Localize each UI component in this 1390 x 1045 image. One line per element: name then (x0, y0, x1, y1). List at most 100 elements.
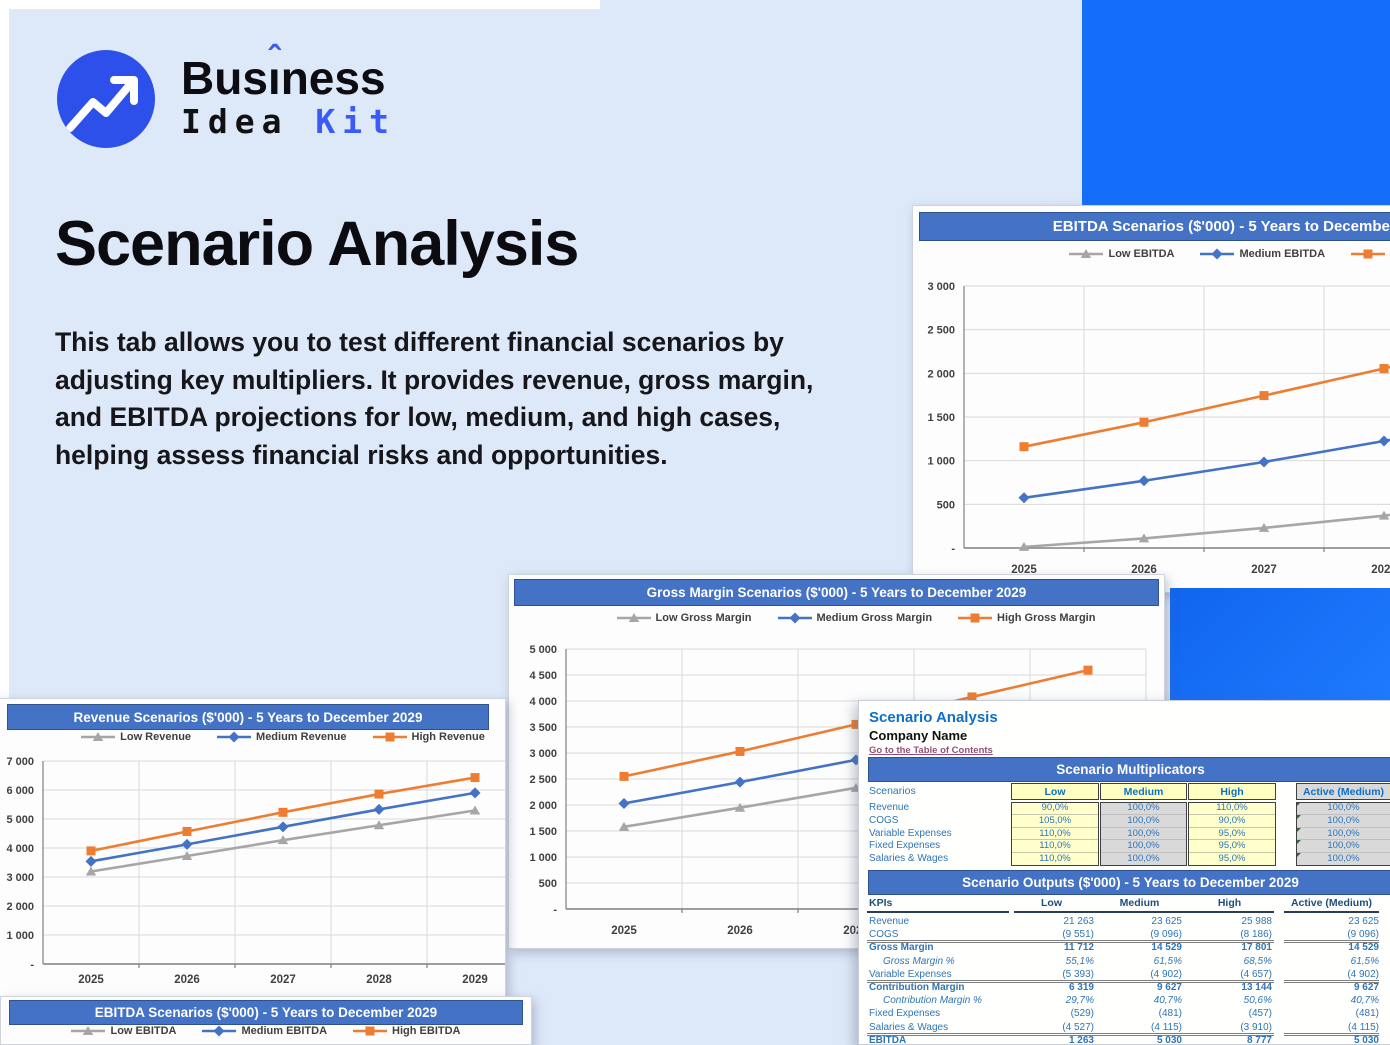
output-cell-high: 17 801 (1241, 942, 1272, 954)
output-row: Contribution Margin % 29,7% 40,7% 50,6% 40,7… (859, 994, 1390, 1007)
output-row-label: Fixed Expenses (869, 1008, 941, 1020)
mult-cell-low[interactable]: 110,0% (1011, 853, 1099, 866)
mult-cell-active[interactable]: 100,0% (1296, 802, 1390, 815)
output-cell-medium: 40,7% (1153, 995, 1182, 1007)
legend-item: Low EBITDA (71, 1025, 176, 1037)
scenarios-label: Scenarios (869, 785, 916, 797)
mult-cell-active[interactable]: 100,0% (1296, 853, 1390, 866)
output-cell-high: 25 988 (1241, 916, 1272, 927)
legend-item: Low EBITDA (1069, 248, 1174, 260)
output-cell-medium: (481) (1158, 1008, 1182, 1020)
decor-rect-top-right (1082, 0, 1390, 213)
output-cell-medium: 23 625 (1151, 916, 1182, 927)
output-row: Gross Margin % 55,1% 61,5% 68,5% 61,5% (859, 955, 1390, 968)
output-row-label: Revenue (869, 916, 910, 927)
legend-label: High Gross Margin (997, 612, 1096, 624)
svg-text:1 500: 1 500 (529, 826, 557, 838)
col-header-high: High (1188, 783, 1276, 800)
mult-cell-low[interactable]: 110,0% (1011, 827, 1099, 841)
mult-cell-high[interactable]: 110,0% (1188, 802, 1276, 815)
multiplicators-rows: Revenue 90,0% 100,0% 110,0% 100,0% COGS 105,0%… (859, 802, 1390, 866)
output-cell-medium: (4 902) (1150, 968, 1182, 980)
outputs-column-headers: KPIs Low Medium High Active (Medium) (859, 897, 1390, 913)
brand-kit: Kit (315, 102, 396, 141)
svg-text:2 500: 2 500 (529, 774, 557, 786)
legend-label: Medium EBITDA (1239, 248, 1326, 260)
output-cell-high: 8 777 (1246, 1034, 1272, 1045)
output-cell-medium: 9 627 (1156, 982, 1182, 993)
legend-item: Low Gross Margin (616, 612, 752, 624)
output-cell-high: 50,6% (1243, 995, 1272, 1007)
chart-legend: Low Revenue Medium Revenue High Revenue (43, 731, 505, 743)
revenue-chart-panel: Revenue Scenarios ($'000) - 5 Years to D… (0, 698, 506, 1000)
legend-item: High Revenue (372, 731, 485, 743)
mult-row: COGS 105,0% 100,0% 90,0% 100,0% (859, 814, 1390, 828)
output-cell-low: (4 527) (1062, 1021, 1094, 1033)
sheet-title: Scenario Analysis (869, 709, 998, 726)
output-row: EBITDA 1 263 5 030 8 777 5 030 (859, 1032, 1390, 1045)
mult-cell-high[interactable]: 90,0% (1188, 814, 1276, 828)
svg-text:3 000: 3 000 (927, 281, 955, 293)
output-row: Salaries & Wages (4 527) (4 115) (3 910) (4 … (859, 1021, 1390, 1034)
output-cell-low: 6 319 (1068, 982, 1094, 993)
brand-text: Busı ˆ ness Idea Kit (181, 39, 396, 148)
mult-cell-medium: 100,0% (1100, 853, 1187, 866)
output-row-label: COGS (869, 929, 899, 941)
chart-legend: Low EBITDA Medium EBITDA High EBITDA (1, 1025, 531, 1037)
output-row: Variable Expenses (5 393) (4 902) (4 657) (4… (859, 968, 1390, 981)
svg-text:1 000: 1 000 (927, 456, 955, 468)
svg-text:-: - (951, 543, 955, 555)
output-cell-medium: 61,5% (1153, 955, 1182, 967)
mult-cell-active[interactable]: 100,0% (1296, 840, 1390, 854)
output-cell-medium: (4 115) (1151, 1021, 1182, 1033)
svg-text:500: 500 (539, 878, 557, 890)
mult-row-label: COGS (869, 814, 899, 826)
svg-text:1 000: 1 000 (6, 930, 34, 942)
mult-cell-low[interactable]: 105,0% (1011, 814, 1099, 828)
output-cell-high: (4 657) (1240, 968, 1272, 980)
table-of-contents-link[interactable]: Go to the Table of Contents (869, 745, 993, 756)
legend-item: Low Revenue (81, 731, 191, 743)
mult-cell-high[interactable]: 95,0% (1188, 853, 1276, 866)
svg-text:5 000: 5 000 (6, 814, 34, 826)
col-header-medium: Medium (1100, 783, 1187, 800)
output-row-label: EBITDA (869, 1034, 907, 1045)
svg-text:-: - (30, 959, 34, 971)
ebitda-chart-panel-bottom: EBITDA Scenarios ($'000) - 5 Years to De… (0, 996, 532, 1045)
mult-cell-high[interactable]: 95,0% (1188, 840, 1276, 854)
svg-text:2029: 2029 (462, 974, 488, 986)
mult-cell-medium: 100,0% (1100, 827, 1187, 841)
svg-text:3 000: 3 000 (529, 748, 557, 760)
chart-legend: Low EBITDA Medium EBITDA High EBITDA (964, 248, 1390, 260)
output-cell-low: 21 263 (1063, 916, 1094, 927)
svg-text:6 000: 6 000 (6, 785, 34, 797)
svg-text:2028: 2028 (366, 974, 392, 986)
mult-cell-low[interactable]: 110,0% (1011, 840, 1099, 854)
mult-cell-active[interactable]: 100,0% (1296, 827, 1390, 841)
output-cell-high: (8 186) (1240, 929, 1272, 941)
mult-cell-low[interactable]: 90,0% (1011, 802, 1099, 815)
output-cell-active: 61,5% (1350, 955, 1379, 967)
output-row-label: Variable Expenses (869, 968, 952, 980)
svg-text:3 000: 3 000 (6, 872, 34, 884)
chart-plot: - 1 000 2 000 3 000 4 000 5 000 6 000 7 000 2025… (6, 756, 505, 986)
page-frame-top (0, 0, 600, 9)
mult-row: Fixed Expenses 110,0% 100,0% 95,0% 100,0% (859, 840, 1390, 854)
output-cell-low: 55,1% (1065, 955, 1094, 967)
chart-title: Revenue Scenarios ($'000) - 5 Years to D… (73, 709, 423, 725)
output-cell-active: 40,7% (1350, 995, 1379, 1007)
output-cell-high: (3 910) (1240, 1021, 1272, 1033)
svg-text:2028: 2028 (1371, 564, 1390, 576)
mult-cell-high[interactable]: 95,0% (1188, 827, 1276, 841)
mult-row-label: Revenue (869, 802, 910, 813)
col-header-active: Active (Medium) (1296, 783, 1390, 800)
cell-flag-icon (1296, 840, 1301, 846)
mult-row: Revenue 90,0% 100,0% 110,0% 100,0% (859, 802, 1390, 815)
svg-text:7 000: 7 000 (6, 756, 34, 768)
mult-cell-active[interactable]: 100,0% (1296, 814, 1390, 828)
legend-item: High EBITDA (353, 1025, 461, 1037)
svg-text:2 000: 2 000 (529, 800, 557, 812)
chart-title: EBITDA Scenarios ($'000) - 5 Years to De… (94, 1005, 438, 1020)
page-frame-left (0, 0, 9, 1043)
svg-text:2 000: 2 000 (6, 901, 34, 913)
